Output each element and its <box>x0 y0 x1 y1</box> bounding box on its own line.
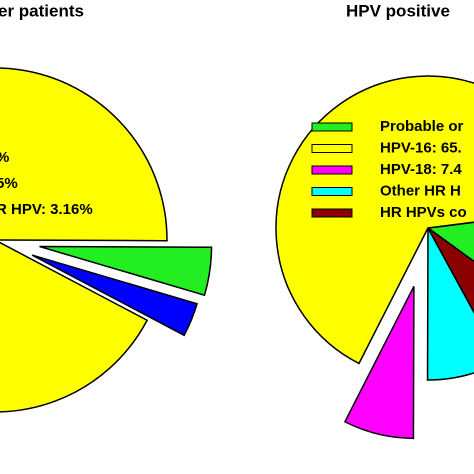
legend-swatch <box>311 165 353 175</box>
pie-slice <box>426 221 474 263</box>
legend-label: HPV-16: 65. <box>380 139 462 156</box>
chart-title: er patients <box>0 1 84 20</box>
pie-slice <box>39 245 213 297</box>
chart-title: HPV positive <box>346 1 450 20</box>
legend-swatch <box>311 144 353 153</box>
legend-label: HR HPVs co <box>380 204 467 221</box>
legend-label: 5% <box>0 175 18 192</box>
legend-label: HPV-18: 7.4 <box>380 161 462 178</box>
legend-swatch <box>311 122 353 132</box>
pie-slice <box>343 285 415 440</box>
legend-label: Probable or <box>380 118 464 135</box>
pie-slice <box>426 227 474 381</box>
legend-label: % <box>0 149 9 166</box>
legend-label: R HPV: 3.16% <box>0 201 93 218</box>
legend-swatch <box>311 208 353 218</box>
pie-slice <box>427 227 474 314</box>
pie-slice <box>0 241 149 413</box>
pie-slice <box>0 67 168 242</box>
pie-slice <box>31 254 198 337</box>
legend-label: Other HR H <box>380 182 461 199</box>
legend-swatch <box>311 187 353 196</box>
